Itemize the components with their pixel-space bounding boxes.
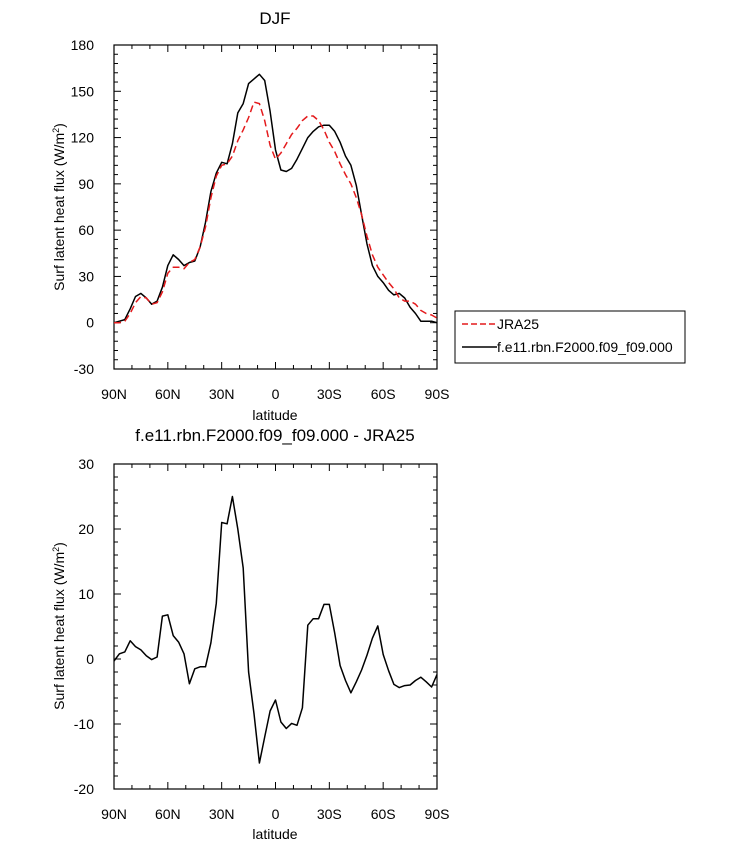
bottom-x-tick-label: 30N (209, 806, 235, 822)
top-y-tick-label: 30 (78, 268, 94, 284)
bottom-series-line-difference (113, 495, 438, 764)
bottom-y-tick-label: 20 (78, 521, 94, 537)
bottom-chart-title: f.e11.rbn.F2000.f09_f09.000 - JRA25 (135, 426, 414, 445)
legend-box (454, 310, 686, 364)
top-x-tick-label: 30S (317, 386, 342, 402)
bottom-y-axis-label: Surf latent heat flux (W/m2) (51, 542, 67, 710)
bottom-y-tick-label: 0 (86, 651, 94, 667)
bottom-x-tick-label: 90N (101, 806, 127, 822)
top-y-tick-label: 120 (71, 130, 95, 146)
top-x-tick-label: 90N (101, 386, 127, 402)
bottom-panel: f.e11.rbn.F2000.f09_f09.000 - JRA25 lati… (51, 426, 449, 842)
top-chart-title: DJF (259, 9, 290, 28)
top-series-line-jra25 (114, 101, 438, 324)
top-x-tick-label: 0 (272, 386, 280, 402)
top-y-tick-label: 150 (71, 83, 95, 99)
top-y-tick-label: 180 (71, 37, 95, 53)
bottom-x-axis-label: latitude (252, 826, 297, 842)
top-plot-frame (113, 44, 438, 370)
top-y-tick-label: 0 (86, 315, 94, 331)
bottom-x-tick-label: 90S (425, 806, 450, 822)
top-x-tick-label: 90S (425, 386, 450, 402)
top-x-tick-label: 60S (371, 386, 396, 402)
bottom-plot-frame (113, 463, 438, 790)
top-panel: DJF latitude Surf latent heat flux (W/m2… (51, 9, 449, 423)
top-y-tick-label: -30 (74, 361, 94, 377)
bottom-x-tick-label: 60S (371, 806, 396, 822)
legend: JRA25 f.e11.rbn.F2000.f09_f09.000 (454, 310, 686, 364)
top-x-tick-label: 30N (209, 386, 235, 402)
legend-label-jra25: JRA25 (497, 316, 539, 332)
bottom-y-tick-label: 30 (78, 456, 94, 472)
top-y-tick-label: 60 (78, 222, 94, 238)
legend-label-model: f.e11.rbn.F2000.f09_f09.000 (497, 339, 673, 355)
top-y-axis-label: Surf latent heat flux (W/m2) (51, 123, 67, 291)
bottom-y-tick-label: 10 (78, 586, 94, 602)
bottom-x-tick-label: 60N (155, 806, 181, 822)
bottom-y-tick-label: -20 (74, 781, 94, 797)
top-x-tick-label: 60N (155, 386, 181, 402)
top-series-line-model (113, 73, 438, 324)
top-y-tick-label: 90 (78, 176, 94, 192)
bottom-x-tick-label: 0 (272, 806, 280, 822)
top-x-axis-label: latitude (252, 407, 297, 423)
bottom-x-tick-label: 30S (317, 806, 342, 822)
bottom-y-tick-label: -10 (74, 716, 94, 732)
